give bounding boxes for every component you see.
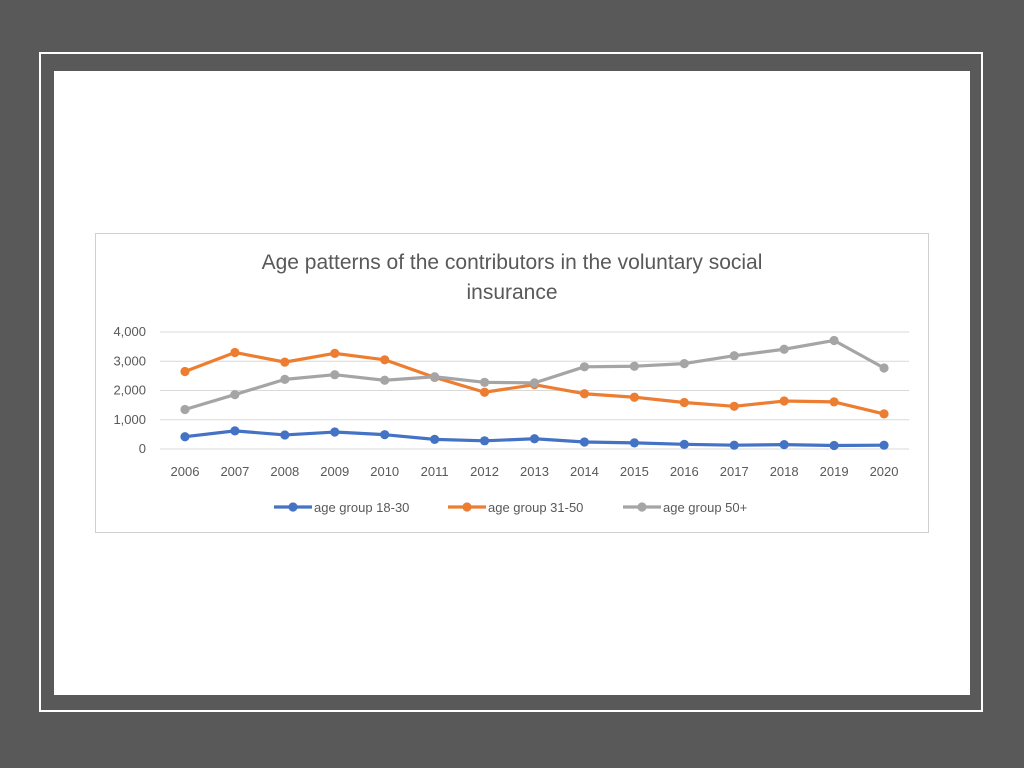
chart-title-line-1: Age patterns of the contributors in the … [261, 251, 763, 274]
data-point [479, 377, 490, 387]
data-point [879, 363, 889, 373]
data-point [779, 440, 789, 450]
y-tick-label: 4,000 [113, 324, 146, 339]
legend-label: age group 31-50 [488, 500, 583, 515]
legend: age group 18-30 age group 31-50 age group … [274, 500, 747, 515]
data-point [629, 438, 639, 448]
legend-item: age group 31-50 [448, 500, 583, 515]
series-group [180, 335, 889, 451]
data-point [380, 355, 390, 365]
legend-swatch-marker [462, 502, 472, 512]
data-point [579, 362, 590, 372]
x-tick-label: 2008 [270, 464, 299, 479]
series-line [183, 338, 886, 412]
chart-container: Age patterns of the contributors in the … [95, 233, 929, 533]
y-tick-label: 0 [139, 441, 146, 456]
data-point [729, 351, 739, 361]
data-point [579, 389, 590, 399]
data-point [579, 437, 590, 447]
legend-swatch-marker [288, 502, 298, 512]
data-point [629, 361, 639, 371]
data-point [879, 440, 889, 450]
data-point [430, 372, 440, 382]
series-3 [180, 335, 889, 415]
chart-title-line-2: insurance [466, 281, 558, 304]
x-tick-label: 2019 [820, 464, 849, 479]
data-point [430, 434, 440, 444]
data-point [280, 430, 290, 440]
data-point [479, 436, 490, 446]
data-point [729, 401, 739, 411]
x-tick-label: 2012 [470, 464, 499, 479]
data-point [280, 374, 290, 384]
data-point [829, 397, 839, 407]
data-point [330, 427, 340, 437]
data-point [629, 392, 639, 402]
chart-title: Age patterns of the contributors in the … [96, 248, 928, 308]
legend-swatch-marker [637, 502, 647, 512]
data-point [380, 430, 390, 440]
y-axis-tick-labels: 0 1,000 2,000 3,000 4,000 [113, 324, 146, 456]
data-point [230, 389, 240, 400]
data-point [330, 370, 340, 380]
x-tick-label: 2016 [670, 464, 699, 479]
data-point [479, 387, 490, 397]
data-point [529, 434, 540, 444]
x-tick-label: 2017 [720, 464, 749, 479]
y-tick-label: 2,000 [113, 383, 146, 398]
legend-label: age group 18-30 [314, 500, 409, 515]
grid-lines [160, 331, 909, 450]
y-tick-label: 1,000 [113, 412, 146, 427]
data-point [330, 348, 340, 358]
x-tick-label: 2018 [770, 464, 799, 479]
data-point [180, 366, 190, 377]
data-point [180, 432, 190, 442]
data-point [230, 347, 240, 358]
x-tick-label: 2007 [220, 464, 249, 479]
series-1 [180, 426, 889, 451]
slide-frame [39, 52, 983, 712]
x-tick-label: 2015 [620, 464, 649, 479]
x-tick-label: 2006 [171, 464, 200, 479]
x-tick-label: 2020 [870, 464, 899, 479]
data-point [529, 378, 540, 388]
data-point [779, 344, 789, 354]
x-axis-tick-labels: 2006 2007 2008 2009 2010 2011 2012 2013 2014 2015… [171, 464, 899, 479]
data-point [280, 357, 290, 367]
data-point [679, 439, 689, 449]
x-tick-label: 2011 [421, 464, 449, 479]
data-point [779, 396, 789, 406]
y-tick-label: 3,000 [113, 353, 146, 368]
data-point [380, 375, 390, 385]
data-point [829, 335, 839, 346]
slide: Age patterns of the contributors in the … [54, 71, 970, 695]
data-point [729, 440, 739, 450]
data-point [679, 397, 689, 408]
x-tick-label: 2014 [570, 464, 599, 479]
x-tick-label: 2013 [520, 464, 549, 479]
data-point [829, 440, 839, 451]
data-point [879, 409, 889, 419]
data-point [180, 404, 190, 415]
legend-item: age group 18-30 [274, 500, 409, 515]
x-tick-label: 2010 [370, 464, 399, 479]
data-point [679, 358, 689, 369]
data-point [230, 426, 240, 436]
legend-label: age group 50+ [663, 500, 747, 515]
legend-item: age group 50+ [623, 500, 747, 515]
x-tick-label: 2009 [320, 464, 349, 479]
